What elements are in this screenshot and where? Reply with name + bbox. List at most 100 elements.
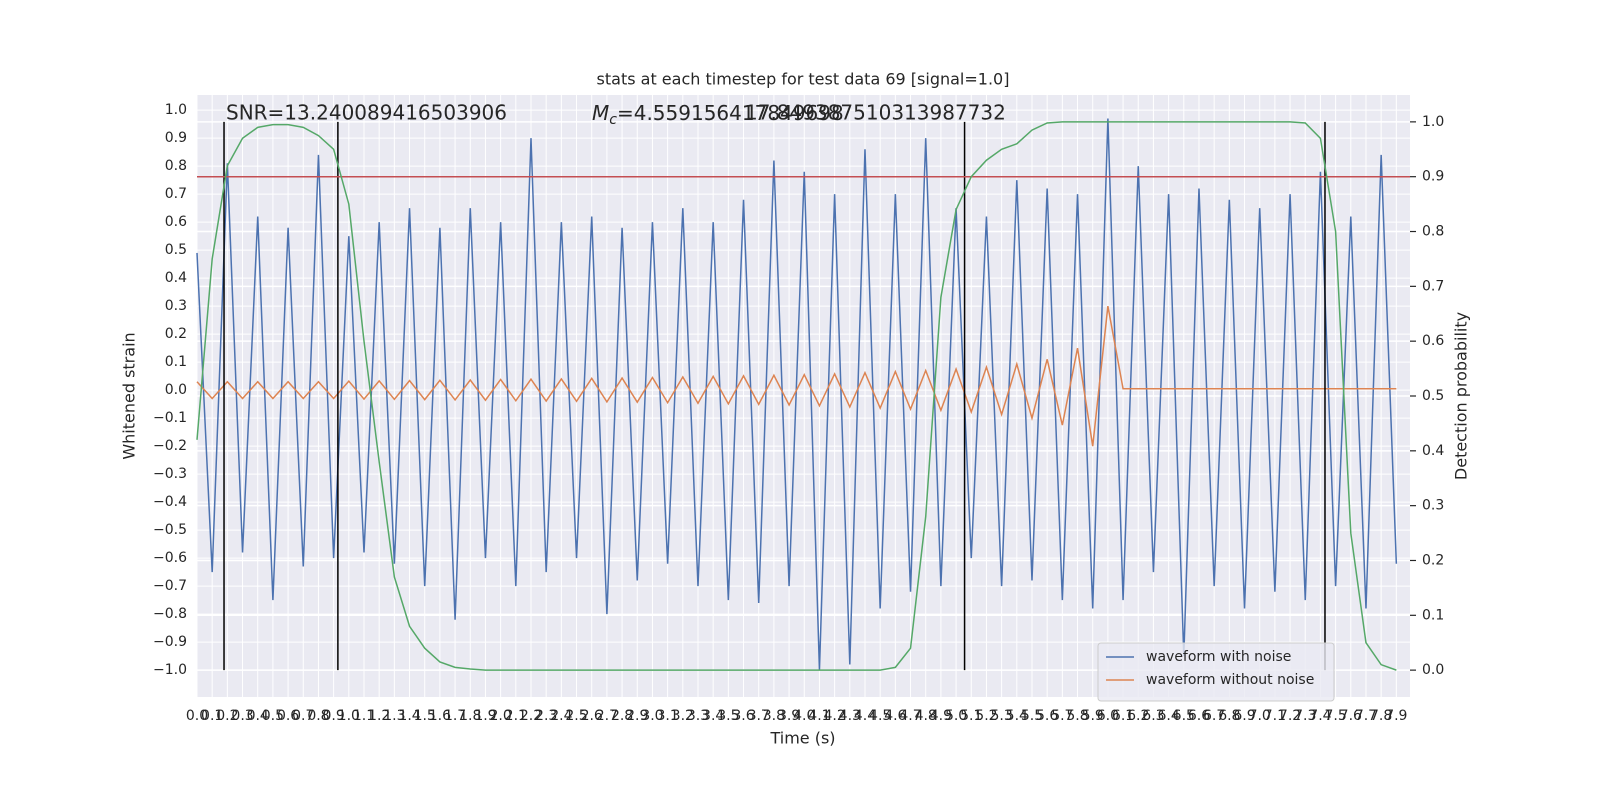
y-axis-label: Whitened strain [120,332,139,459]
x-tick-label: 5.9 [1082,708,1104,724]
x-tick-label: 4.6 [884,708,906,724]
y2-tick-label: 1.0 [1422,114,1444,130]
y-tick-label: −0.7 [153,578,187,594]
x-tick-label: 2.8 [611,708,633,724]
x-tick-label: 1.1 [353,708,375,724]
x-tick-label: 3.8 [763,708,785,724]
y2-axis-label: Detection probability [1452,312,1471,480]
x-tick-label: 4.2 [823,708,845,724]
x-tick-label: 2.4 [550,708,572,724]
x-tick-label: 7.4 [1309,708,1331,724]
legend-box [1097,642,1335,702]
x-tick-label: 6.3 [1142,708,1164,724]
x-tick-label: 6.5 [1173,708,1195,724]
x-tick-label: 0.9 [323,708,345,724]
x-tick-label: 6.0 [1097,708,1119,724]
x-tick-label: 4.1 [808,708,830,724]
y2-tick-label: 0.5 [1422,388,1444,404]
y-tick-label: 0.9 [165,130,187,146]
x-tick-label: 7.3 [1294,708,1316,724]
y-tick-label: 0.6 [165,214,187,230]
y-tick-label: −0.4 [153,494,187,510]
x-tick-label: 1.2 [368,708,390,724]
x-tick-label: 5.6 [1036,708,1058,724]
x-tick-label: 0.4 [247,708,269,724]
x-tick-label: 3.6 [732,708,754,724]
x-tick-label: 3.5 [717,708,739,724]
x-tick-label: 4.5 [869,708,891,724]
x-tick-label: 0.6 [277,708,299,724]
y-tick-label: 0.0 [165,382,187,398]
series-line [196,305,1397,447]
x-tick-label: 1.7 [444,708,466,724]
chart-title: stats at each timestep for test data 69 … [597,70,1010,89]
y-tick-label: −0.5 [153,522,187,538]
x-tick-label: 6.2 [1127,708,1149,724]
x-tick-label: 1.4 [398,708,420,724]
x-tick-label: 2.6 [581,708,603,724]
marks [196,118,1410,671]
x-tick-label: 6.1 [1112,708,1134,724]
x-tick-label: 5.3 [990,708,1012,724]
x-tick-label: 4.8 [915,708,937,724]
x-tick-label: 5.4 [1006,708,1028,724]
y-tick-label: −1.0 [153,662,187,678]
x-tick-label: 7.1 [1264,708,1286,724]
x-tick-label: 7.0 [1249,708,1271,724]
x-tick-label: 3.4 [702,708,724,724]
annotation: SNR=13.240089416503906 [226,101,507,125]
y-tick-label: 0.2 [165,326,187,342]
x-tick-label: 2.3 [535,708,557,724]
x-tick-label: 2.5 [565,708,587,724]
x-tick-label: 0.1 [201,708,223,724]
x-tick-label: 4.0 [793,708,815,724]
series-line [196,118,1398,671]
y-tick-label: −0.3 [153,466,187,482]
x-tick-label: 0.2 [216,708,238,724]
x-tick-label: 3.0 [641,708,663,724]
x-tick-label: 2.1 [505,708,527,724]
y-tick-label: −0.2 [153,438,187,454]
x-tick-label: 1.3 [383,708,405,724]
x-tick-label: 0.5 [262,708,284,724]
x-tick-label: 5.7 [1051,708,1073,724]
y2-tick-label: 0.6 [1422,333,1444,349]
x-tick-label: 1.5 [414,708,436,724]
x-tick-label: 6.4 [1157,708,1179,724]
y2-tick-label: 0.9 [1422,169,1444,185]
annotation-text: =4.559156417849698 [617,101,844,125]
x-tick-label: 0.3 [231,708,253,724]
x-tick-label: 7.5 [1324,708,1346,724]
x-tick-label: 6.8 [1218,708,1240,724]
x-tick-label: 1.0 [338,708,360,724]
x-tick-label: 5.5 [1021,708,1043,724]
y-tick-label: −0.1 [153,410,187,426]
x-tick-label: 1.6 [429,708,451,724]
x-tick-label: 0.0 [186,708,208,724]
x-axis-label: Time (s) [769,729,835,748]
x-tick-label: 7.6 [1340,708,1362,724]
y2-tick-label: 0.7 [1422,278,1444,294]
legend: waveform with noise waveform without nois… [1097,642,1335,702]
y-tick-label: 1.0 [165,102,187,118]
x-tick-label: 4.4 [854,708,876,724]
x-tick-label: 3.9 [778,708,800,724]
y-tick-label: −0.8 [153,606,187,622]
y-tick-label: 0.1 [165,354,187,370]
x-tick-label: 6.9 [1233,708,1255,724]
annotation-symbol: M [592,101,609,125]
annotation: Mc=4.559156417849698 [592,101,844,129]
x-tick-label: 1.9 [474,708,496,724]
x-tick-label: 3.7 [748,708,770,724]
y-tick-label: −0.6 [153,550,187,566]
y-tick-label: 0.5 [165,242,187,258]
x-tick-label: 3.1 [656,708,678,724]
x-tick-label: 4.9 [930,708,952,724]
x-tick-label: 1.8 [459,708,481,724]
y-tick-label: 0.8 [165,158,187,174]
y2-tick-label: 0.1 [1422,607,1444,623]
x-tick-label: 0.8 [307,708,329,724]
x-tick-label: 6.7 [1203,708,1225,724]
x-tick-label: 4.7 [899,708,921,724]
y2-tick-label: 0.3 [1422,498,1444,514]
